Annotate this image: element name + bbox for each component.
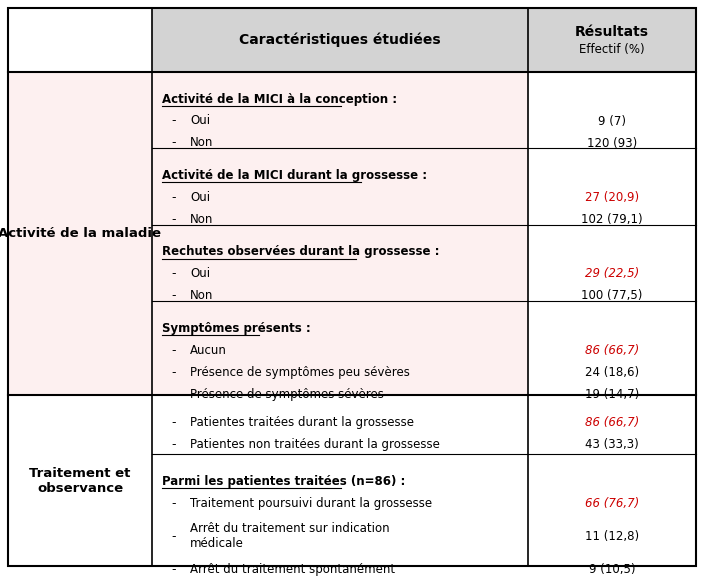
Text: 100 (77,5): 100 (77,5) (582, 289, 643, 303)
Text: 66 (76,7): 66 (76,7) (585, 497, 639, 510)
Text: Symptômes présents :: Symptômes présents : (162, 322, 310, 335)
Text: Effectif (%): Effectif (%) (579, 44, 645, 56)
Text: -: - (172, 268, 176, 281)
Text: 86 (66,7): 86 (66,7) (585, 416, 639, 429)
Text: 9 (7): 9 (7) (598, 115, 626, 127)
Bar (8, 72, 696, 396)
Text: Parmi les patientes traitées (n=86) :: Parmi les patientes traitées (n=86) : (162, 475, 406, 488)
Text: 27 (20,9): 27 (20,9) (585, 191, 639, 204)
Text: Non: Non (190, 137, 213, 150)
Text: Arrêt du traitement spontanément: Arrêt du traitement spontanément (190, 563, 395, 576)
Text: Traitement et
observance: Traitement et observance (30, 467, 131, 495)
Bar (152, 8, 528, 72)
Text: Non: Non (190, 289, 213, 303)
Text: Rechutes observées durant la grossesse :: Rechutes observées durant la grossesse : (162, 246, 439, 258)
Bar (8, 8, 152, 72)
Text: Activité de la MICI à la conception :: Activité de la MICI à la conception : (162, 93, 397, 105)
Text: -: - (172, 388, 176, 401)
Bar (8, 396, 696, 566)
Text: -: - (172, 438, 176, 451)
Text: Oui: Oui (190, 268, 210, 281)
Text: Oui: Oui (190, 115, 210, 127)
Text: Aucun: Aucun (190, 344, 227, 357)
Text: -: - (172, 563, 176, 576)
Text: -: - (172, 289, 176, 303)
Text: Traitement poursuivi durant la grossesse: Traitement poursuivi durant la grossesse (190, 497, 432, 510)
Text: Présence de symptômes peu sévères: Présence de symptômes peu sévères (190, 366, 410, 379)
Text: Présence de symptômes sévères: Présence de symptômes sévères (190, 388, 384, 401)
Text: 9 (10,5): 9 (10,5) (589, 563, 635, 576)
Text: Arrêt du traitement sur indication
médicale: Arrêt du traitement sur indication médic… (190, 523, 389, 551)
Text: Oui: Oui (190, 191, 210, 204)
Text: -: - (172, 366, 176, 379)
Text: -: - (172, 115, 176, 127)
Text: 86 (66,7): 86 (66,7) (585, 344, 639, 357)
Text: -: - (172, 213, 176, 226)
Text: -: - (172, 416, 176, 429)
Text: Non: Non (190, 213, 213, 226)
Text: Activité de la MICI durant la grossesse :: Activité de la MICI durant la grossesse … (162, 169, 427, 182)
Text: 102 (79,1): 102 (79,1) (582, 213, 643, 226)
Text: -: - (172, 191, 176, 204)
Text: 43 (33,3): 43 (33,3) (585, 438, 639, 451)
Text: 24 (18,6): 24 (18,6) (585, 366, 639, 379)
Text: Caractéristiques étudiées: Caractéristiques étudiées (239, 33, 441, 47)
Bar (528, 396, 696, 566)
Text: 29 (22,5): 29 (22,5) (585, 268, 639, 281)
Bar (528, 72, 696, 396)
Bar (528, 8, 696, 72)
Text: -: - (172, 530, 176, 543)
Text: -: - (172, 344, 176, 357)
Text: Résultats: Résultats (575, 25, 649, 39)
Text: Patientes traitées durant la grossesse: Patientes traitées durant la grossesse (190, 416, 414, 429)
Text: -: - (172, 497, 176, 510)
Text: Activité de la maladie: Activité de la maladie (0, 227, 161, 240)
Text: -: - (172, 137, 176, 150)
Text: 120 (93): 120 (93) (587, 137, 637, 150)
Text: Patientes non traitées durant la grossesse: Patientes non traitées durant la grosses… (190, 438, 440, 451)
Text: 11 (12,8): 11 (12,8) (585, 530, 639, 543)
Text: 19 (14,7): 19 (14,7) (585, 388, 639, 401)
